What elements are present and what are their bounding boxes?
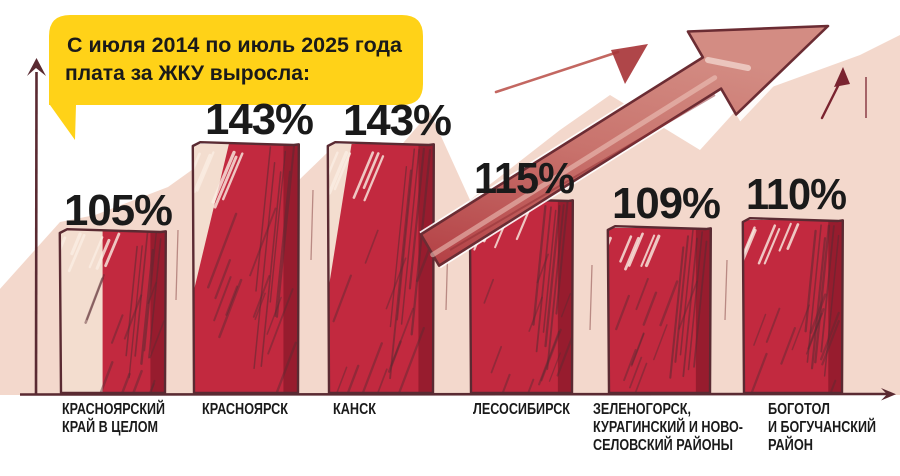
svg-text:115%: 115% <box>474 154 574 203</box>
svg-text:КРАЙ В ЦЕЛОМ: КРАЙ В ЦЕЛОМ <box>62 418 158 436</box>
svg-text:СЕЛОВСКИЙ РАЙОНЫ: СЕЛОВСКИЙ РАЙОНЫ <box>593 436 733 454</box>
svg-text:КРАСНОЯРСК: КРАСНОЯРСК <box>202 401 288 418</box>
svg-text:плата за ЖКУ выросла:: плата за ЖКУ выросла: <box>65 62 310 85</box>
svg-text:110%: 110% <box>746 170 846 219</box>
svg-text:И БОГУЧАНСКИЙ: И БОГУЧАНСКИЙ <box>768 418 876 436</box>
svg-text:109%: 109% <box>612 179 720 228</box>
svg-text:ЗЕЛЕНОГОРСК,: ЗЕЛЕНОГОРСК, <box>593 401 691 418</box>
svg-text:143%: 143% <box>343 96 451 145</box>
svg-text:105%: 105% <box>64 186 172 235</box>
svg-text:РАЙОН: РАЙОН <box>768 436 813 454</box>
svg-text:КАНСК: КАНСК <box>333 401 376 418</box>
svg-text:КУРАГИНСКИЙ И НОВО-: КУРАГИНСКИЙ И НОВО- <box>593 418 743 436</box>
svg-text:С июля 2014 по июль 2025 года: С июля 2014 по июль 2025 года <box>67 34 402 57</box>
svg-text:143%: 143% <box>205 95 313 144</box>
svg-text:БОГОТОЛ: БОГОТОЛ <box>768 401 830 418</box>
svg-text:КРАСНОЯРСКИЙ: КРАСНОЯРСКИЙ <box>62 400 165 418</box>
svg-text:ЛЕСОСИБИРСК: ЛЕСОСИБИРСК <box>473 401 570 418</box>
